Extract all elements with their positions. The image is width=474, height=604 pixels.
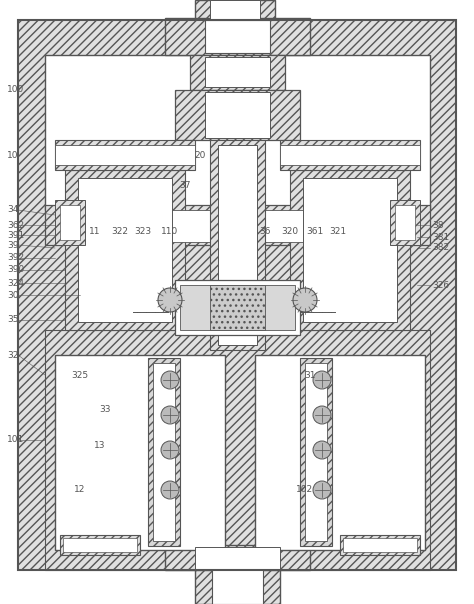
Text: 323: 323 bbox=[135, 228, 152, 237]
Text: 35: 35 bbox=[7, 315, 18, 324]
Bar bbox=[175, 90, 300, 140]
Text: 324: 324 bbox=[7, 278, 24, 288]
Bar bbox=[55, 355, 225, 550]
Bar bbox=[343, 538, 417, 552]
Circle shape bbox=[161, 441, 179, 459]
Text: 362: 362 bbox=[7, 220, 24, 230]
Text: 38: 38 bbox=[432, 220, 444, 230]
Text: 32: 32 bbox=[7, 350, 18, 359]
Bar bbox=[210, 0, 260, 20]
Bar bbox=[90, 210, 385, 242]
Text: 11: 11 bbox=[89, 228, 101, 237]
Circle shape bbox=[313, 371, 331, 389]
Bar bbox=[195, 0, 275, 20]
Circle shape bbox=[313, 406, 331, 424]
Text: 102: 102 bbox=[296, 486, 314, 495]
Text: 20: 20 bbox=[194, 150, 206, 159]
Bar bbox=[390, 200, 420, 245]
Text: 391: 391 bbox=[7, 231, 24, 240]
Bar bbox=[280, 140, 420, 170]
Circle shape bbox=[161, 371, 179, 389]
Text: 382: 382 bbox=[432, 243, 449, 252]
Text: 325: 325 bbox=[72, 370, 89, 379]
Bar bbox=[255, 355, 425, 550]
Bar bbox=[60, 535, 140, 555]
Circle shape bbox=[158, 288, 182, 312]
Bar bbox=[78, 178, 172, 322]
Bar bbox=[45, 330, 430, 570]
Text: 326: 326 bbox=[432, 280, 449, 289]
Bar bbox=[190, 55, 285, 90]
Bar bbox=[340, 535, 420, 555]
Bar bbox=[175, 280, 300, 335]
Text: 31: 31 bbox=[304, 370, 316, 379]
Text: 390: 390 bbox=[7, 266, 24, 274]
Bar bbox=[303, 178, 397, 322]
Bar bbox=[63, 538, 137, 552]
Bar bbox=[205, 20, 270, 53]
Text: 30: 30 bbox=[7, 291, 18, 300]
Bar bbox=[60, 205, 80, 240]
Text: 392: 392 bbox=[7, 254, 24, 263]
Bar bbox=[180, 285, 295, 330]
Bar bbox=[65, 170, 185, 330]
Bar bbox=[45, 205, 430, 245]
Bar bbox=[153, 363, 175, 541]
Text: 36: 36 bbox=[259, 228, 271, 237]
Text: 100: 100 bbox=[7, 86, 24, 94]
Text: 101: 101 bbox=[7, 435, 24, 445]
Bar bbox=[205, 92, 270, 138]
Circle shape bbox=[161, 406, 179, 424]
Bar bbox=[395, 205, 415, 240]
Text: 12: 12 bbox=[74, 486, 86, 495]
Text: 322: 322 bbox=[111, 228, 128, 237]
Circle shape bbox=[293, 288, 317, 312]
Circle shape bbox=[313, 481, 331, 499]
Bar bbox=[165, 18, 310, 55]
Text: 381: 381 bbox=[432, 233, 449, 242]
Circle shape bbox=[161, 481, 179, 499]
Bar bbox=[210, 285, 265, 330]
Bar bbox=[300, 358, 332, 546]
Text: 33: 33 bbox=[99, 405, 111, 414]
Bar bbox=[165, 545, 310, 570]
Text: 37: 37 bbox=[179, 181, 191, 190]
Text: 34: 34 bbox=[7, 205, 18, 214]
Text: 361: 361 bbox=[306, 228, 324, 237]
Bar bbox=[205, 57, 270, 87]
Text: 321: 321 bbox=[329, 228, 346, 237]
Bar bbox=[55, 140, 195, 170]
Bar bbox=[212, 552, 263, 604]
Bar bbox=[218, 145, 257, 345]
Text: 39: 39 bbox=[7, 240, 18, 249]
Text: 110: 110 bbox=[161, 228, 179, 237]
Bar bbox=[290, 170, 410, 330]
Circle shape bbox=[313, 441, 331, 459]
Bar bbox=[195, 550, 280, 604]
Text: 13: 13 bbox=[94, 440, 106, 449]
Bar bbox=[210, 140, 265, 350]
Bar bbox=[280, 145, 420, 165]
Bar bbox=[195, 547, 280, 569]
Bar bbox=[55, 145, 195, 165]
Bar bbox=[45, 55, 430, 210]
Bar bbox=[55, 200, 85, 245]
Bar bbox=[148, 358, 180, 546]
Bar bbox=[305, 363, 327, 541]
Text: 320: 320 bbox=[282, 228, 299, 237]
Text: 10: 10 bbox=[7, 150, 18, 159]
